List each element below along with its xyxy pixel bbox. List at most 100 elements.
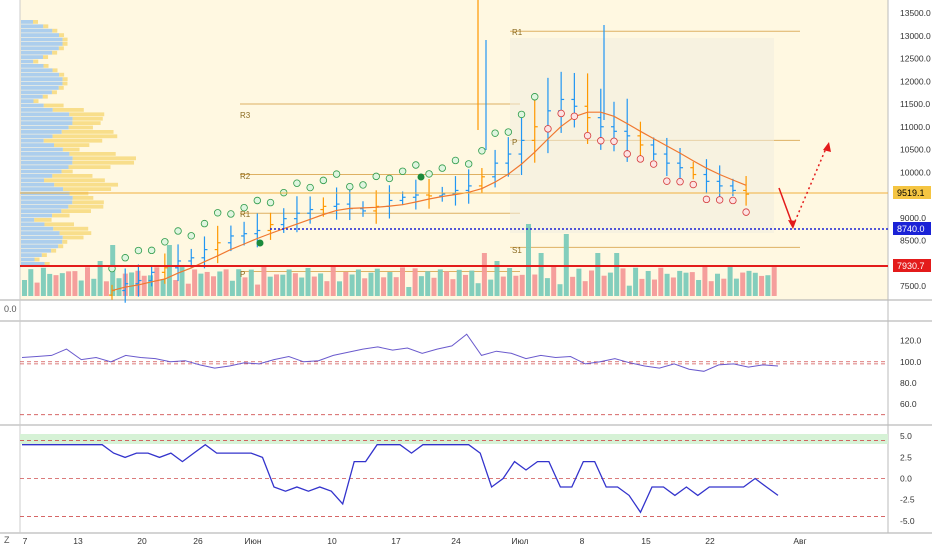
volume-profile-bar <box>33 99 39 103</box>
volume-profile-bar <box>21 55 44 59</box>
signal-marker <box>570 112 579 120</box>
price-tick-label: 13000.0 <box>900 31 931 41</box>
volume-profile-bar <box>34 257 40 262</box>
signal-marker <box>412 161 420 169</box>
volume-profile-bar <box>21 130 62 134</box>
volume-bar <box>677 270 683 296</box>
price-tick-label: 12500.0 <box>900 54 931 64</box>
volume-profile-bar <box>44 262 50 266</box>
pivot-label-r1-july: R1 <box>512 28 523 37</box>
volume-bar <box>463 274 468 296</box>
volume-profile-bar <box>21 147 63 152</box>
volume-bar <box>248 269 254 296</box>
volume-bar <box>752 272 758 296</box>
volume-bar <box>532 274 538 296</box>
volume-profile-bar <box>69 152 116 156</box>
signal-marker <box>187 232 195 240</box>
time-tick-label: 20 <box>137 536 147 546</box>
volume-profile-bar <box>62 240 68 244</box>
pivot-label-r3: R3 <box>240 111 251 120</box>
volume-bar <box>526 224 531 296</box>
volume-bar <box>154 267 160 296</box>
volume-bar <box>614 253 620 296</box>
time-tick-label: 15 <box>641 536 651 546</box>
volume-bar <box>141 275 147 296</box>
rsi-scale[interactable]: 120.0 100.0 80.0 60.0 <box>900 336 922 410</box>
volume-profile-bar <box>21 37 63 42</box>
volume-bar <box>72 271 78 296</box>
signal-marker <box>425 170 433 178</box>
volume-bar <box>286 269 292 296</box>
signal-marker <box>491 129 499 137</box>
volume-bar <box>733 278 739 296</box>
signal-marker <box>359 181 367 189</box>
stoch-scale[interactable]: 5.0 2.5 0.0 -2.5 -5.0 <box>900 431 915 526</box>
volume-bar <box>229 280 235 296</box>
rsi-tick-label: 100.0 <box>900 357 922 367</box>
volume-bar <box>507 268 513 296</box>
volume-profile-bar <box>43 103 64 108</box>
volume-profile-bar <box>21 94 43 99</box>
volume-profile-bar <box>43 64 49 68</box>
signal-marker <box>346 182 354 191</box>
signal-marker <box>689 180 697 189</box>
volume-profile-bar <box>34 218 52 222</box>
volume-profile-bar <box>52 50 58 55</box>
signal-marker <box>200 219 209 228</box>
volume-bar <box>626 285 632 296</box>
signal-markers <box>108 93 750 273</box>
projection-arrow-down[interactable] <box>778 187 794 227</box>
volume-profile-bar <box>43 24 49 29</box>
volume-bar <box>450 279 456 296</box>
volume-bar <box>173 280 179 296</box>
volume-bar <box>160 279 166 296</box>
volume-profile-bar <box>51 90 57 95</box>
pivot-label-p: P <box>240 270 245 279</box>
volume-bar <box>746 270 752 296</box>
volume-profile-bar <box>52 68 58 73</box>
volume-profile-bar <box>53 143 90 147</box>
stoch-tick-label: 2.5 <box>900 452 912 462</box>
signal-marker <box>147 246 156 255</box>
volume-bar <box>582 281 588 296</box>
volume-profile-bar <box>21 182 55 187</box>
arrow-head-up-icon <box>823 142 831 152</box>
volume-profile-bar <box>21 59 34 64</box>
volume-bar <box>185 283 191 296</box>
volume-bar <box>59 273 65 296</box>
volume-profile-bar <box>21 81 63 86</box>
volume-bar <box>116 278 122 296</box>
time-axis[interactable]: 7 13 20 26 Июн 10 17 24 Июл 8 15 22 Авг <box>23 536 807 546</box>
volume-bar <box>280 274 286 296</box>
volume-profile-bar <box>21 99 34 103</box>
signal-marker <box>319 176 328 185</box>
volume-profile-bar <box>21 24 44 29</box>
stoch-tick-label: 5.0 <box>900 431 912 441</box>
signal-marker <box>478 147 486 155</box>
signal-marker <box>531 93 539 101</box>
volume-bar <box>78 280 84 296</box>
signal-marker <box>213 209 222 217</box>
volume-profile-bar <box>72 156 136 161</box>
signal-marker <box>504 128 513 136</box>
volume-bar <box>53 275 59 296</box>
volume-bar <box>103 281 109 296</box>
volume-profile-bar <box>52 174 93 178</box>
volume-profile-bar <box>21 196 73 200</box>
volume-bar <box>355 269 361 296</box>
volume-bar <box>475 283 481 296</box>
volume-bars <box>22 224 777 296</box>
signal-marker <box>464 160 473 168</box>
stoch-tick-label: 0.0 <box>900 474 912 484</box>
arrow-head-down-icon <box>788 220 796 229</box>
time-tick-label: 26 <box>193 536 203 546</box>
volume-bar <box>236 269 242 296</box>
time-tick-label: Авг <box>793 536 806 546</box>
volume-profile-bar <box>21 33 60 37</box>
volume-profile-bar <box>59 33 65 37</box>
signal-marker <box>174 227 182 235</box>
volume-profile-bar <box>44 178 105 183</box>
volume-profile-bar <box>53 226 89 231</box>
